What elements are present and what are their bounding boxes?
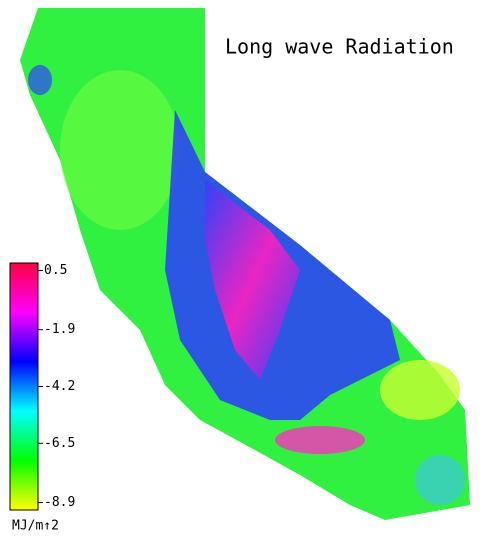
southern-range	[275, 426, 365, 454]
colorbar-tick-label: -6.5	[44, 436, 75, 451]
colorbar-tick-label: 0.5	[44, 263, 67, 278]
desert-region	[380, 360, 460, 420]
california-map	[20, 8, 470, 520]
valley-region	[60, 70, 180, 230]
sierra-peaks	[205, 180, 300, 380]
map-title: Long wave Radiation	[225, 35, 454, 59]
colorbar-tick-label: -1.9	[44, 322, 75, 337]
colorbar-tick-label: -8.9	[44, 495, 75, 510]
colorbar-tick-label: -4.2	[44, 379, 75, 394]
colorbar: 0.5 -1.9 -4.2 -6.5 -8.9	[9, 262, 75, 511]
colorbar-unit: MJ/m↑2	[12, 519, 59, 534]
coast-range	[28, 65, 52, 95]
southeast-region	[415, 455, 465, 505]
colorbar-fill	[9, 262, 39, 511]
